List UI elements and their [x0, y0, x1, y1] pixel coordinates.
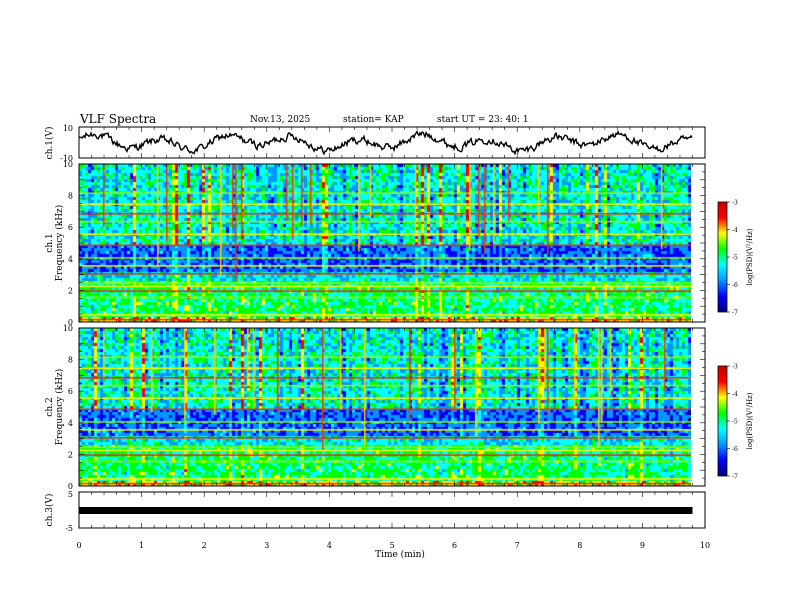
- time-tick-label: 6: [452, 541, 457, 550]
- frequency-tick-label: 10: [63, 324, 73, 333]
- ch1-ytick-top: 10: [63, 124, 73, 133]
- time-tick-label: 9: [640, 541, 645, 550]
- frequency-tick-label: 10: [63, 160, 73, 169]
- time-tick-label: 10: [700, 541, 710, 550]
- colorbar-tick-label: -3: [732, 364, 738, 371]
- spectrogram-raster: [79, 328, 691, 486]
- frequency-tick-label: 4: [68, 419, 73, 428]
- ch1-waveform-xticks: [78, 127, 706, 158]
- ch2-spectrogram-ylabel-channel: ch.2: [45, 397, 55, 416]
- ch1-waveform-ylabel: ch.1(V): [44, 127, 55, 160]
- ch1-spectrogram-yticks: 0 2 4 6 8 10: [63, 160, 705, 327]
- frequency-tick-label: 4: [68, 255, 73, 264]
- colorbar-tick-label: -3: [732, 200, 738, 207]
- frequency-tick-label: 2: [68, 450, 73, 459]
- spectrogram-raster: [79, 164, 691, 322]
- time-tick-label: 0: [76, 541, 81, 550]
- time-tick-label: 7: [515, 541, 520, 550]
- ch2-spectrogram-yticks: 0 2 4 6 8 10: [63, 324, 705, 491]
- time-tick-label: 5: [389, 541, 394, 550]
- time-tick-label: 2: [202, 541, 207, 550]
- colorbar-tick-label: -6: [732, 282, 738, 289]
- frequency-tick-label: 8: [68, 192, 73, 201]
- time-tick-label: 8: [577, 541, 582, 550]
- colorbar-tick-label: -7: [732, 310, 738, 317]
- frequency-tick-label: 6: [68, 223, 73, 232]
- ch3-ytick-bottom: -5: [65, 524, 73, 533]
- station-label: station= KAP: [343, 115, 404, 125]
- ch3-waveform-trace: [79, 507, 693, 514]
- ch2-colorbar-ticks: -3 -4 -5 -6 -7: [727, 364, 738, 481]
- ch1-ytick-bottom: -10: [60, 154, 73, 163]
- ch1-spectrogram-ylabel-channel: ch.1: [45, 233, 55, 252]
- ch2-colorbar: [717, 365, 728, 477]
- ch1-waveform-trace: [78, 130, 693, 156]
- ch2-spectrogram-image: [79, 328, 691, 486]
- ch3-ytick-top: 5: [68, 490, 73, 499]
- ch1-spectrogram-xticks: [78, 164, 706, 322]
- colorbar-tick-label: -6: [732, 446, 738, 453]
- time-tick-label: 3: [264, 541, 269, 550]
- ch2-spectrogram-xticks: [78, 328, 706, 486]
- colorbar-tick-label: -7: [732, 474, 738, 481]
- ch2-colorbar-label: log(PSD)(V²/Hz): [746, 392, 754, 449]
- time-tick-label: 4: [327, 541, 332, 550]
- ch3-waveform-xticks: [78, 492, 706, 528]
- ch3-waveform-ylabel: ch.3(V): [44, 494, 55, 527]
- ch1-colorbar: [717, 201, 728, 313]
- figure-title: VLF Spectra: [79, 112, 156, 126]
- frequency-tick-label: 0: [68, 318, 73, 327]
- date-label: Nov.13, 2025: [250, 115, 311, 125]
- ch3-waveform-panel: 5 -5 ch.3(V) 0 1 2 3 4 5 6 7 8 9 10: [44, 490, 710, 550]
- ch1-spectrogram-ylabel: Frequency (kHz): [54, 205, 65, 282]
- ch1-waveform-panel: 10 -10 ch.1(V): [44, 124, 706, 163]
- start-time-label: start UT = 23: 40: 1: [437, 115, 529, 125]
- colorbar-tick-label: -5: [732, 255, 738, 262]
- colorbar-tick-label: -5: [732, 419, 738, 426]
- ch2-spectrogram-ylabel: Frequency (kHz): [54, 369, 65, 446]
- ch1-colorbar-ticks: -3 -4 -5 -6 -7: [727, 200, 738, 317]
- time-tick-label: 1: [139, 541, 144, 550]
- frequency-tick-label: 6: [68, 387, 73, 396]
- time-axis-label: Time (min): [375, 549, 425, 560]
- frequency-tick-label: 8: [68, 356, 73, 365]
- frequency-tick-label: 2: [68, 286, 73, 295]
- colorbar-tick-label: -4: [732, 227, 738, 234]
- time-axis-tick-labels: 0 1 2 3 4 5 6 7 8 9 10: [76, 541, 710, 550]
- ch1-colorbar-label: log(PSD)(V²/Hz): [746, 228, 754, 285]
- colorbar-tick-label: -4: [732, 391, 738, 398]
- ch1-spectrogram-image: [79, 164, 691, 322]
- frequency-tick-label: 0: [68, 482, 73, 491]
